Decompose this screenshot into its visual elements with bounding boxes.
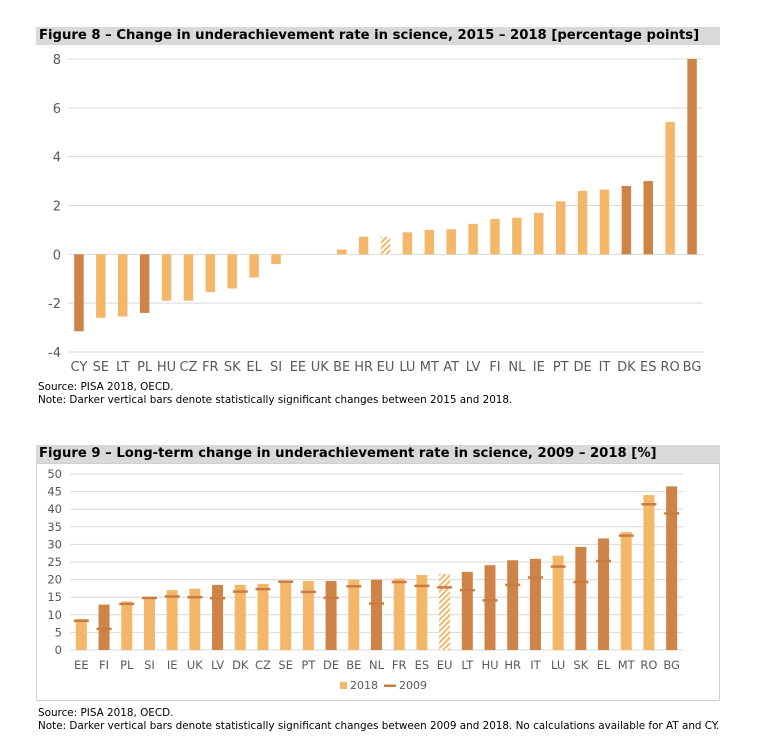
y-tick-label: 2	[53, 200, 61, 215]
bar-cz	[183, 254, 194, 301]
x-tick-label: LU	[399, 360, 415, 375]
bar-cy	[74, 254, 84, 332]
bar-eu	[380, 236, 391, 255]
bar-se	[96, 254, 106, 318]
figure-8-note: Note: Darker vertical bars denote statis…	[38, 394, 513, 406]
y-tick-label: 6	[53, 102, 61, 117]
x-tick-label: SK	[224, 360, 241, 375]
x-tick-label: RO	[661, 360, 680, 375]
x-tick-label: AT	[443, 360, 459, 375]
figure-8-source: Source: PISA 2018, OECD.	[38, 381, 174, 393]
x-tick-label: FI	[489, 360, 500, 375]
y-tick-label: 8	[53, 53, 61, 68]
figure-9-note: Note: Darker vertical bars denote statis…	[38, 720, 720, 732]
x-tick-label: ES	[640, 360, 656, 375]
bar-de	[577, 190, 588, 255]
bar-pl	[139, 254, 150, 313]
x-tick-label: DK	[617, 360, 636, 375]
x-tick-label: LT	[116, 360, 129, 375]
x-tick-label: SE	[93, 360, 109, 375]
y-tick-label: 4	[53, 151, 61, 166]
x-tick-label: EL	[246, 360, 262, 375]
figure-9-frame	[36, 463, 720, 701]
x-tick-label: BG	[683, 360, 702, 375]
bar-lv	[468, 223, 478, 255]
figure-8-title: Figure 8 – Change in underachievement ra…	[36, 27, 720, 45]
x-tick-label: IT	[599, 360, 611, 375]
y-tick-label: -4	[48, 346, 61, 361]
bar-fi	[490, 218, 500, 255]
x-tick-label: DE	[573, 360, 591, 375]
x-tick-label: EE	[290, 360, 306, 375]
x-tick-label: CY	[71, 360, 88, 375]
figure-9-title: Figure 9 – Long-term change in underachi…	[36, 445, 720, 463]
bar-si	[271, 254, 281, 265]
bar-el	[249, 254, 259, 278]
x-tick-label: IE	[533, 360, 545, 375]
bar-lt	[117, 254, 128, 317]
x-tick-label: NL	[508, 360, 526, 375]
bar-ro	[665, 121, 675, 255]
bar-es	[643, 181, 654, 255]
x-tick-label: UK	[311, 360, 330, 375]
x-tick-label: PT	[553, 360, 569, 375]
bar-sk	[227, 254, 237, 289]
bar-nl	[512, 217, 522, 255]
x-tick-label: LV	[466, 360, 481, 375]
bar-ie	[534, 212, 544, 255]
bar-fr	[205, 254, 216, 293]
bar-bg	[687, 59, 697, 255]
bar-hr	[358, 236, 369, 255]
x-tick-label: BE	[333, 360, 350, 375]
bar-dk	[621, 185, 632, 255]
y-tick-label: -2	[48, 297, 61, 312]
x-tick-label: FR	[202, 360, 219, 375]
bar-hu	[161, 254, 172, 301]
x-tick-label: PL	[137, 360, 153, 375]
x-tick-label: HU	[157, 360, 176, 375]
x-tick-label: CZ	[179, 360, 197, 375]
figure-8-chart: -4 -2 0 2 4 6 8 CY SE LT PL HU CZ FR SK EL SI EE UK BE HR EU L…	[48, 53, 703, 375]
x-tick-label: EU	[377, 360, 395, 375]
bar-lu	[402, 232, 413, 255]
x-tick-label: SI	[270, 360, 282, 375]
y-tick-label: 0	[53, 248, 61, 263]
x-tick-label: HR	[354, 360, 373, 375]
bar-be	[336, 249, 347, 255]
x-tick-label: MT	[420, 360, 439, 375]
bar-at	[446, 229, 456, 255]
figure-9-source: Source: PISA 2018, OECD.	[38, 707, 174, 719]
bar-pt	[555, 201, 566, 255]
bar-mt	[424, 229, 435, 255]
bar-it	[599, 189, 610, 255]
